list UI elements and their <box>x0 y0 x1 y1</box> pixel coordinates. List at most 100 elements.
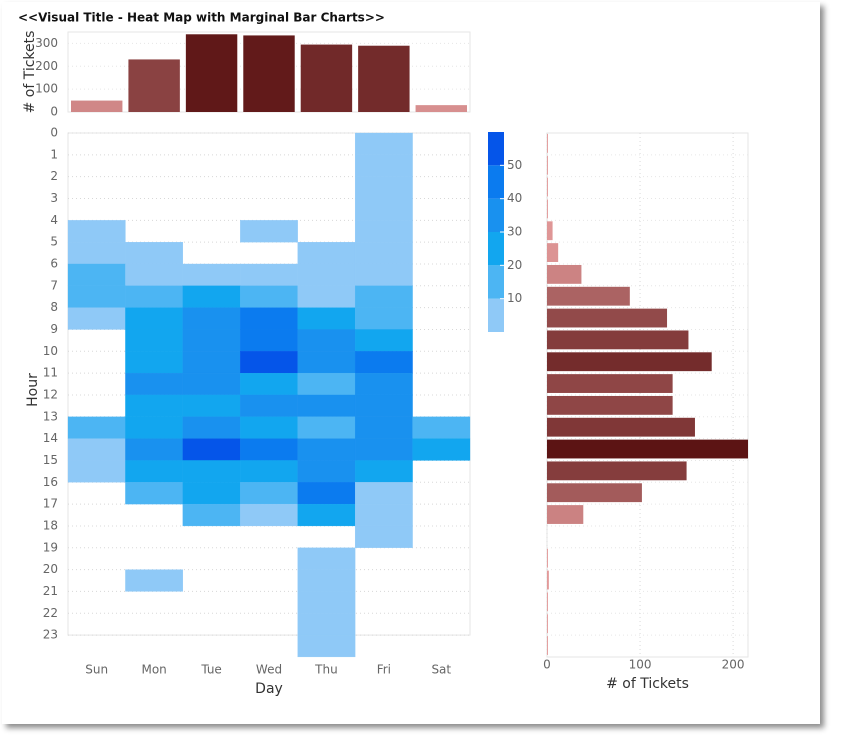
heat-cell <box>354 460 413 483</box>
colorbar-step <box>488 265 504 299</box>
bar <box>547 155 548 175</box>
bar <box>547 264 582 284</box>
heat-cell <box>297 285 356 308</box>
heat-cell <box>182 263 241 286</box>
heat-cell <box>182 503 241 527</box>
visual-title: <<Visual Title - Heat Map with Marginal … <box>18 11 385 25</box>
bar <box>547 374 673 393</box>
heat-cell <box>240 372 298 396</box>
x-tick-label: Sat <box>431 663 451 677</box>
colorbar-tick-label: 30 <box>507 225 522 239</box>
x-tick-label: 200 <box>722 658 745 672</box>
heat-cell <box>354 220 413 243</box>
bar <box>547 461 687 481</box>
y-tick-label: 17 <box>43 497 58 511</box>
heat-cell <box>354 263 413 286</box>
y-tick-label: 21 <box>43 584 58 598</box>
heat-cell <box>182 307 241 330</box>
x-tick-label: 100 <box>629 658 652 672</box>
y-axis-title: # of Tickets <box>22 31 38 114</box>
heat-cell <box>354 482 413 505</box>
heat-cell <box>240 351 298 374</box>
bar <box>547 439 748 459</box>
heat-cell <box>182 372 241 396</box>
heat-cell <box>125 329 184 352</box>
y-tick-label: 0 <box>50 126 58 140</box>
y-tick-label: 100 <box>35 82 58 96</box>
heat-cell <box>297 329 356 352</box>
bar <box>185 34 238 112</box>
heat-cell <box>354 154 413 177</box>
heat-cell <box>297 351 356 374</box>
y-tick-label: 9 <box>50 322 58 336</box>
heat-cell <box>297 482 356 505</box>
heat-cell <box>297 438 356 461</box>
heat-cell <box>125 416 184 439</box>
colorbar-step <box>488 132 504 166</box>
bar <box>547 395 673 415</box>
heat-cell <box>297 372 356 396</box>
heat-cell <box>240 503 298 527</box>
heat-cell <box>67 460 126 483</box>
y-tick-label: 7 <box>50 278 58 292</box>
bar <box>547 592 548 612</box>
x-tick-label: Mon <box>141 663 166 677</box>
y-tick-label: 10 <box>43 344 58 358</box>
heat-cell <box>67 263 126 286</box>
bar <box>547 614 548 634</box>
heat-cell <box>354 503 413 527</box>
heat-cell <box>125 394 184 417</box>
heat-cell <box>67 438 126 461</box>
heat-cell <box>240 263 298 286</box>
heat-cell <box>297 263 356 286</box>
heat-cell <box>125 307 184 330</box>
heat-cell <box>412 438 471 461</box>
heat-cell <box>354 307 413 330</box>
heat-cell <box>354 416 413 439</box>
heat-cell <box>240 285 298 308</box>
heat-cell <box>354 372 413 396</box>
y-tick-label: 20 <box>43 562 58 576</box>
heat-cell <box>354 241 413 265</box>
colorbar-step <box>488 232 504 266</box>
bar <box>243 35 295 112</box>
heat-cell <box>67 307 126 330</box>
y-tick-label: 2 <box>50 169 58 183</box>
y-tick-label: 11 <box>43 366 58 380</box>
heat-cell <box>297 503 356 527</box>
heat-cell <box>297 307 356 330</box>
heat-cell <box>297 569 356 592</box>
colorbar-step <box>488 165 504 199</box>
heat-cell <box>125 351 184 374</box>
heat-cell <box>354 132 413 155</box>
x-tick-label: 0 <box>543 658 551 672</box>
bar <box>547 199 548 219</box>
y-tick-label: 4 <box>50 213 58 227</box>
heat-cell <box>297 460 356 483</box>
x-tick-label: Wed <box>256 663 282 677</box>
bar <box>547 483 642 503</box>
y-tick-label: 12 <box>43 387 58 401</box>
heat-cell <box>67 285 126 308</box>
y-tick-label: 13 <box>43 409 58 423</box>
heat-cell <box>297 591 356 614</box>
bar <box>547 286 630 306</box>
bar <box>415 105 467 112</box>
heat-cell <box>125 482 184 505</box>
heat-cell <box>182 460 241 483</box>
heat-cell <box>297 241 356 265</box>
heat-cell <box>297 416 356 439</box>
heat-cell <box>354 176 413 199</box>
heat-cell <box>354 198 413 221</box>
x-axis-title: # of Tickets <box>606 676 689 692</box>
y-tick-label: 15 <box>43 453 58 467</box>
heat-cell <box>125 372 184 396</box>
heat-cell <box>297 613 356 636</box>
heat-cell <box>125 569 184 592</box>
y-tick-label: 300 <box>35 36 58 50</box>
y-tick-label: 19 <box>43 540 58 554</box>
bar <box>71 100 123 112</box>
y-tick-label: 1 <box>50 147 58 161</box>
bar <box>547 570 549 590</box>
